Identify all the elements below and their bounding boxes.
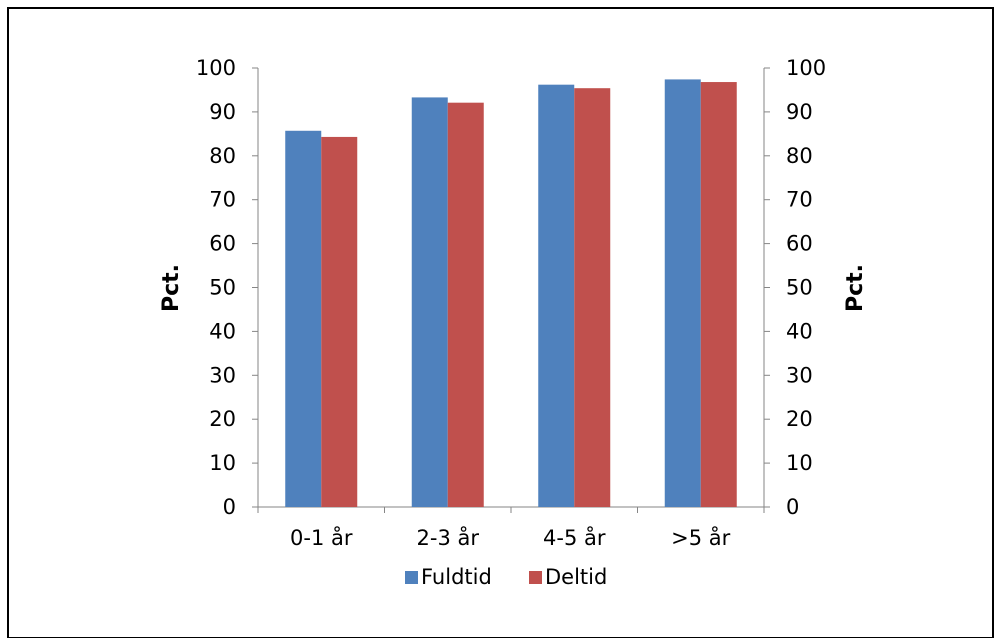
y-tick-label-right: 40 <box>786 319 813 343</box>
bar-deltid <box>700 82 737 507</box>
y-tick-label-left: 60 <box>209 232 236 256</box>
y-tick-label-right: 60 <box>786 232 813 256</box>
legend-swatch-fuldtid <box>405 571 418 584</box>
y-tick-label-left: 0 <box>223 495 236 519</box>
x-tick-label: >5 år <box>671 525 731 550</box>
plot-area: 0 0 10 10 20 20 30 30 40 40 50 50 60 60 70 70 80 80 90 90 10… <box>196 56 826 550</box>
legend-label-deltid: Deltid <box>545 565 607 589</box>
y-tick-label-left: 80 <box>209 144 236 168</box>
y-tick-label-left: 50 <box>209 276 236 300</box>
y-tick-label-right: 100 <box>786 56 826 80</box>
bar-fuldtid <box>285 130 322 508</box>
y-axis-title-left: Pct. <box>159 264 184 312</box>
x-tick-label: 0-1 år <box>290 525 353 550</box>
y-tick-label-left: 30 <box>209 363 236 387</box>
y-tick-label-right: 50 <box>786 276 813 300</box>
y-tick-label-right: 20 <box>786 407 813 431</box>
y-tick-label-left: 90 <box>209 100 236 124</box>
outer-border <box>7 7 994 638</box>
y-tick-label-right: 10 <box>786 451 813 475</box>
y-tick-label-right: 90 <box>786 100 813 124</box>
legend-label-fuldtid: Fuldtid <box>421 565 492 589</box>
y-tick-label-left: 70 <box>209 188 236 212</box>
legend-swatch-deltid <box>529 571 542 584</box>
y-tick-label-left: 10 <box>209 451 236 475</box>
bar-fuldtid <box>664 79 701 507</box>
y-tick-label-right: 0 <box>786 495 799 519</box>
x-tick-label: 2-3 år <box>417 525 480 550</box>
y-tick-label-left: 100 <box>196 56 236 80</box>
bar-deltid <box>447 102 484 507</box>
x-tick-label: 4-5 år <box>543 525 606 550</box>
bar-deltid <box>574 88 611 507</box>
bar-fuldtid <box>411 97 448 508</box>
bar-fuldtid <box>538 84 575 507</box>
y-tick-label-left: 40 <box>209 319 236 343</box>
y-tick-label-right: 70 <box>786 188 813 212</box>
y-axis-title-right: Pct. <box>843 264 868 312</box>
y-tick-label-right: 80 <box>786 144 813 168</box>
y-tick-label-left: 20 <box>209 407 236 431</box>
bar-deltid <box>321 136 358 507</box>
y-tick-label-right: 30 <box>786 363 813 387</box>
legend: Fuldtid Deltid <box>405 565 607 589</box>
